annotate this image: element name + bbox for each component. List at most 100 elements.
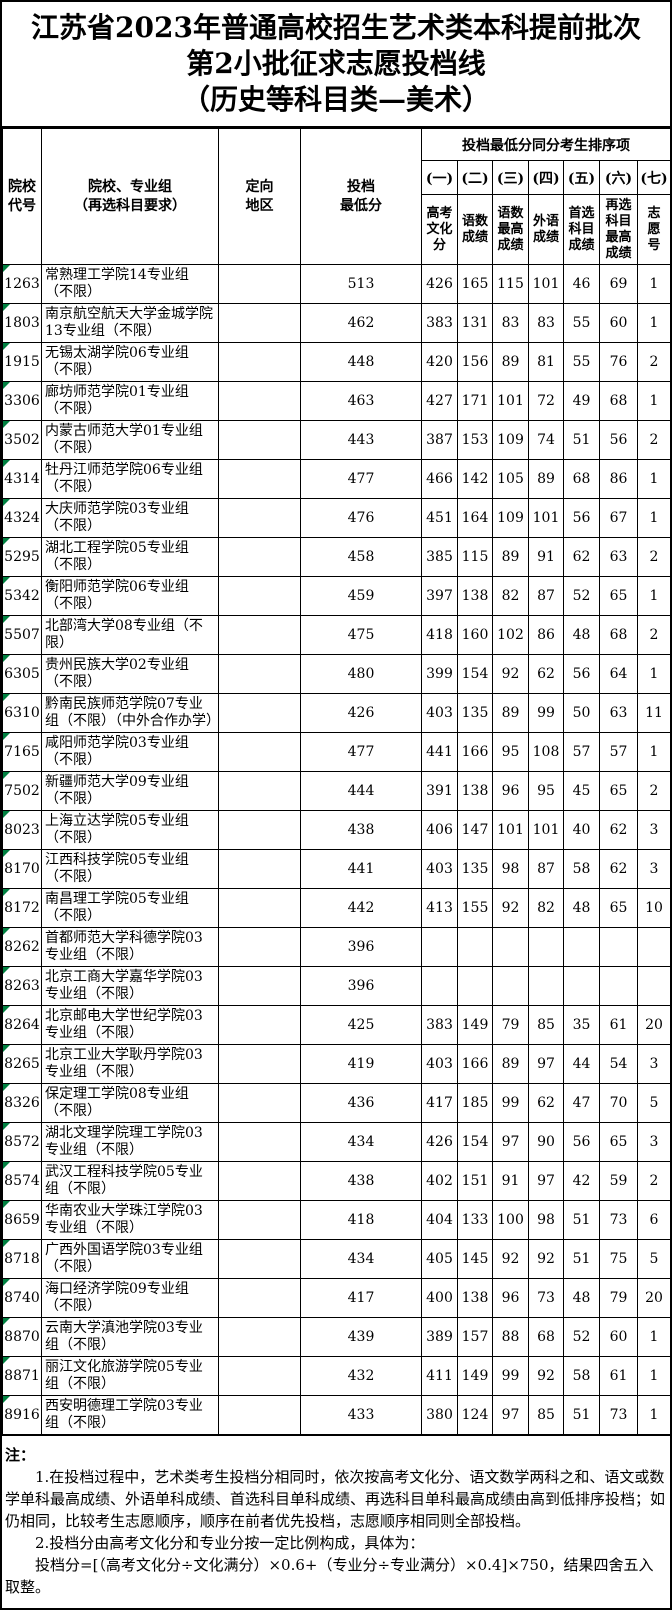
sort-value-7: 5 (636, 1083, 672, 1123)
sort-value-7: 2 (636, 420, 672, 460)
direction-region (218, 810, 301, 850)
sort-value-4: 95 (528, 771, 564, 811)
sort-value-4: 91 (528, 537, 564, 577)
sort-value-6: 62 (599, 810, 638, 850)
note-item-2: 2.投档分由高考文化分和专业分按一定比例构成，具体为： (35, 1534, 425, 1552)
sort-value-3: 96 (492, 771, 529, 811)
sort-value-7: 2 (636, 342, 672, 382)
sort-value-5: 52 (563, 1317, 600, 1357)
sort-value-2: 157 (457, 1317, 493, 1357)
sort-value-2: 135 (457, 693, 493, 733)
sort-value-4: 82 (528, 888, 564, 928)
header-sort-label-1: 高考文化分 (421, 194, 458, 265)
min-score: 462 (300, 303, 422, 343)
table-row: 8659 华南农业大学珠江学院03专业组（不限） 418 404 133 100 98 51 7… (2, 1200, 672, 1240)
sort-value-6: 57 (599, 732, 638, 772)
sort-value-4: 97 (528, 1161, 564, 1201)
sort-value-4: 86 (528, 615, 564, 655)
sort-value-4: 85 (528, 1395, 564, 1435)
sort-value-3: 99 (492, 1356, 529, 1396)
green-corner-marker-icon (3, 1396, 10, 1403)
green-corner-marker-icon (3, 1201, 10, 1208)
min-score: 439 (300, 1317, 422, 1357)
college-code: 8170 (2, 849, 42, 889)
sort-value-7: 1 (636, 576, 672, 616)
sort-value-6: 60 (599, 303, 638, 343)
direction-region (218, 1005, 301, 1045)
college-code: 8572 (2, 1122, 42, 1162)
college-group-name: 海口经济学院09专业组（不限） (41, 1278, 219, 1318)
sort-value-4: 87 (528, 576, 564, 616)
sort-value-7: 1 (636, 303, 672, 343)
sort-value-1: 403 (421, 849, 458, 889)
direction-region (218, 498, 301, 538)
header-sort-num-1: (一) (421, 160, 458, 195)
sort-value-1: 420 (421, 342, 458, 382)
sort-value-7: 1 (636, 1317, 672, 1357)
sort-value-1: 383 (421, 1005, 458, 1045)
college-code: 6310 (2, 693, 42, 733)
college-code: 5295 (2, 537, 42, 577)
sort-value-4: 74 (528, 420, 564, 460)
sort-value-3: 98 (492, 849, 529, 889)
min-score: 438 (300, 1161, 422, 1201)
sort-value-4: 87 (528, 849, 564, 889)
table-row: 1915 无锡太湖学院06专业组（不限） 448 420 156 89 81 55 76 2 (2, 342, 672, 382)
college-code: 4314 (2, 459, 42, 499)
green-corner-marker-icon (3, 577, 10, 584)
sort-value-1: 404 (421, 1200, 458, 1240)
sort-value-2: 147 (457, 810, 493, 850)
min-score: 441 (300, 849, 422, 889)
sort-value-4: 62 (528, 1083, 564, 1123)
sort-value-4 (528, 927, 564, 967)
sort-value-1 (421, 966, 458, 1006)
sort-value-4: 90 (528, 1122, 564, 1162)
sort-value-6: 68 (599, 615, 638, 655)
min-score: 433 (300, 1395, 422, 1435)
sort-value-1: 417 (421, 1083, 458, 1123)
college-code: 7165 (2, 732, 42, 772)
college-group-name: 上海立达学院05专业组（不限） (41, 810, 219, 850)
sort-value-5: 48 (563, 1278, 600, 1318)
college-group-name: 首都师范大学科德学院03专业组（不限） (41, 927, 219, 967)
college-group-name: 西安明德理工学院03专业组（不限） (41, 1395, 219, 1435)
green-corner-marker-icon (3, 382, 10, 389)
direction-region (218, 693, 301, 733)
sort-value-5: 45 (563, 771, 600, 811)
direction-region (218, 1395, 301, 1435)
college-group-name: 衡阳师范学院06专业组（不限） (41, 576, 219, 616)
sort-value-6: 67 (599, 498, 638, 538)
green-corner-marker-icon (3, 1240, 10, 1247)
sort-value-5: 51 (563, 1200, 600, 1240)
min-score: 419 (300, 1044, 422, 1084)
sort-value-5: 68 (563, 459, 600, 499)
sort-value-4: 85 (528, 1005, 564, 1045)
header-sort-num-5: (五) (563, 160, 600, 195)
header-row-3: 高考文化分 语数成绩 语数最高成绩 外语成绩 首选科目成绩 再选科目最高成绩 志… (3, 194, 672, 265)
table-row: 8265 北京工业大学耿丹学院03专业组（不限） 419 403 166 89 97 44 54… (2, 1044, 672, 1084)
table-row: 8326 保定理工学院08专业组（不限） 436 417 185 99 62 47 70 5 (2, 1083, 672, 1123)
direction-region (218, 771, 301, 811)
sort-value-3: 105 (492, 459, 529, 499)
sort-value-6: 61 (599, 1005, 638, 1045)
sort-value-4: 97 (528, 1044, 564, 1084)
college-group-name: 牡丹江师范学院06专业组（不限） (41, 459, 219, 499)
green-corner-marker-icon (3, 538, 10, 545)
sort-value-6: 62 (599, 849, 638, 889)
college-code: 3502 (2, 420, 42, 460)
min-score: 442 (300, 888, 422, 928)
table-row: 8262 首都师范大学科德学院03专业组（不限） 396 (2, 927, 672, 967)
sort-value-7: 1 (636, 459, 672, 499)
direction-region (218, 1356, 301, 1396)
table-row: 5507 北部湾大学08专业组（不限） 475 418 160 102 86 48 68 2 (2, 615, 672, 655)
sort-value-7: 2 (636, 771, 672, 811)
title-line-2: 第2小批征求志愿投档线 (186, 47, 486, 80)
sort-value-5: 44 (563, 1044, 600, 1084)
sort-value-5: 46 (563, 264, 600, 304)
min-score: 417 (300, 1278, 422, 1318)
sort-value-6: 70 (599, 1083, 638, 1123)
sort-value-4: 62 (528, 654, 564, 694)
sort-value-6: 73 (599, 1200, 638, 1240)
header-sort-label-6: 再选科目最高成绩 (599, 194, 638, 265)
header-sort-num-2: (二) (457, 160, 493, 195)
